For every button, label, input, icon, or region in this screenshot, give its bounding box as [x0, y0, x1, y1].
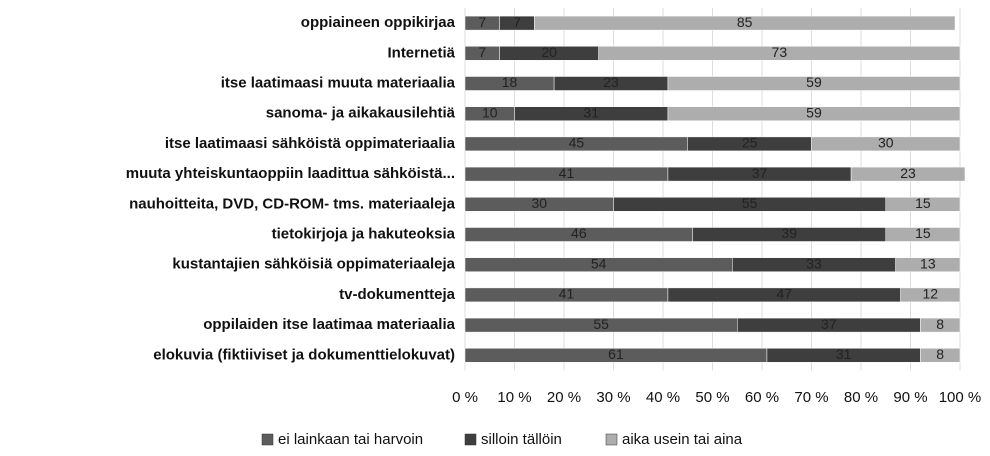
x-tick-label: 0 %	[452, 389, 478, 406]
category-label: itse laatimaasi sähköistä oppimateriaali…	[165, 135, 456, 152]
data-label: 59	[806, 104, 822, 120]
category-label: Internetiä	[387, 44, 455, 61]
x-tick-label: 90 %	[893, 389, 927, 406]
bar-segment	[885, 227, 961, 242]
bar-segment	[667, 76, 961, 91]
x-tick-label: 10 %	[497, 389, 531, 406]
legend-label: ei lainkaan tai harvoin	[278, 431, 423, 448]
data-label: 33	[806, 255, 822, 271]
data-label: 37	[821, 316, 837, 332]
x-tick-label: 80 %	[844, 389, 878, 406]
data-label: 59	[806, 74, 822, 90]
bar-segment	[667, 106, 961, 121]
data-label: 55	[593, 316, 609, 332]
legend-label: silloin tällöin	[481, 431, 562, 448]
data-label: 20	[541, 44, 557, 60]
data-label: 37	[752, 165, 768, 181]
category-label: tietokirjoja ja hakuteoksia	[272, 225, 456, 242]
data-label: 7	[478, 44, 486, 60]
data-label: 30	[878, 135, 894, 151]
data-label: 61	[608, 346, 624, 362]
bar-segment	[885, 197, 961, 212]
bar-segment	[811, 136, 961, 152]
data-label: 41	[559, 286, 575, 302]
bar-segment	[895, 257, 961, 272]
category-label: kustantajien sähköisiä oppimateriaaleja	[172, 256, 455, 273]
data-label: 45	[569, 135, 585, 151]
data-label: 85	[737, 14, 753, 30]
category-label: itse laatimaasi muuta materiaalia	[221, 74, 456, 91]
data-label: 23	[900, 165, 916, 181]
x-tick-label: 50 %	[695, 389, 729, 406]
legend-label: aika usein tai aina	[622, 431, 743, 448]
data-label: 25	[742, 135, 758, 151]
x-tick-label: 20 %	[547, 389, 581, 406]
data-label: 30	[531, 195, 547, 211]
legend-swatch	[261, 433, 274, 446]
category-label: muuta yhteiskuntaoppiin laadittua sähköi…	[126, 165, 455, 182]
bar-segment	[850, 166, 966, 182]
x-tick-label: 30 %	[596, 389, 630, 406]
category-label: nauhoitteita, DVD, CD-ROM- tms. materiaa…	[129, 195, 456, 212]
bar-segment	[598, 46, 961, 61]
legend-swatch	[464, 433, 477, 446]
x-tick-label: 100 %	[939, 389, 982, 406]
bar-segment	[534, 15, 956, 31]
data-label: 46	[571, 225, 587, 241]
category-label: oppilaiden itse laatimaa materiaalia	[203, 316, 455, 333]
data-label: 31	[583, 104, 599, 120]
data-label: 73	[772, 44, 788, 60]
data-label: 7	[513, 14, 521, 30]
data-label: 12	[923, 286, 939, 302]
data-label: 31	[836, 346, 852, 362]
data-label: 15	[915, 225, 931, 241]
data-label: 18	[502, 74, 518, 90]
category-label: tv-dokumentteja	[339, 286, 456, 303]
category-label: sanoma- ja aikakausilehtiä	[266, 105, 456, 122]
legend-swatch	[605, 433, 618, 446]
data-label: 15	[915, 195, 931, 211]
data-label: 41	[559, 165, 575, 181]
data-label: 13	[920, 255, 936, 271]
bar-segment	[900, 287, 961, 303]
data-label: 39	[781, 225, 797, 241]
category-label: elokuvia (fiktiiviset ja dokumenttieloku…	[153, 346, 455, 363]
data-label: 23	[603, 74, 619, 90]
data-label: 8	[936, 316, 944, 332]
data-label: 8	[936, 346, 944, 362]
x-tick-label: 70 %	[794, 389, 828, 406]
x-tick-label: 40 %	[646, 389, 680, 406]
x-tick-label: 60 %	[745, 389, 779, 406]
bar-segment	[920, 317, 961, 333]
bar-segment	[920, 348, 961, 363]
data-label: 54	[591, 255, 607, 271]
data-label: 47	[776, 286, 792, 302]
category-label: oppiaineen oppikirjaa	[301, 14, 456, 31]
data-label: 7	[478, 14, 486, 30]
data-label: 10	[482, 104, 498, 120]
data-label: 55	[742, 195, 758, 211]
